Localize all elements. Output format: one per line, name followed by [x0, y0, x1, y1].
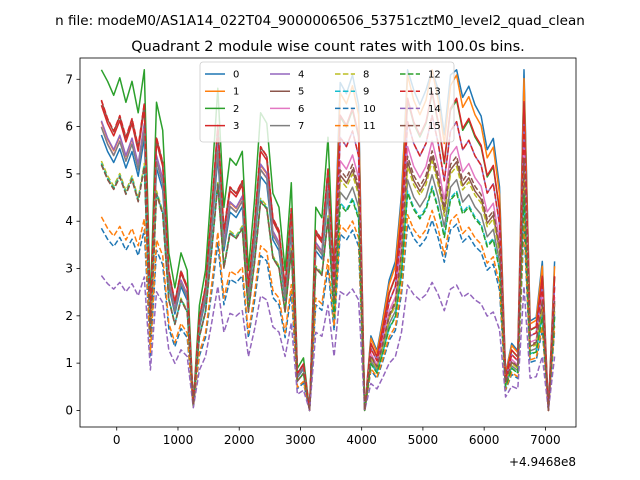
legend-label-4: 4 — [298, 70, 304, 81]
chart-title: Quadrant 2 module wise count rates with … — [131, 39, 525, 55]
y-tick-label: 6 — [65, 120, 73, 134]
plot-frame — [79, 57, 577, 428]
y-tick-label: 4 — [65, 214, 73, 228]
legend-label-8: 8 — [363, 70, 369, 81]
y-tick-label: 3 — [65, 262, 73, 276]
legend-label-6: 6 — [298, 104, 304, 115]
x-tick-label: 3000 — [285, 433, 316, 447]
x-tick-label: 4000 — [346, 433, 377, 447]
legend-label-12: 12 — [428, 70, 441, 81]
y-tick-label: 5 — [65, 167, 73, 181]
y-tick-label: 7 — [65, 72, 73, 86]
legend-label-10: 10 — [363, 104, 376, 115]
legend-label-2: 2 — [233, 104, 239, 115]
y-tick-label: 2 — [65, 309, 73, 323]
series-line-7 — [100, 127, 556, 412]
legend-label-11: 11 — [363, 121, 376, 132]
x-tick-label: 1000 — [163, 433, 194, 447]
legend-label-3: 3 — [233, 121, 239, 132]
legend-label-7: 7 — [298, 121, 304, 132]
series-line-10 — [100, 219, 556, 412]
figure-suptitle: n file: modeM0/AS1A14_022T04_9000006506_… — [55, 13, 585, 29]
legend-box — [199, 61, 455, 143]
y-tick-label: 1 — [65, 356, 73, 370]
series-line-14 — [100, 275, 556, 412]
legend-label-15: 15 — [428, 121, 441, 132]
x-tick-label: 2000 — [224, 433, 255, 447]
legend-label-5: 5 — [298, 87, 304, 98]
legend-label-9: 9 — [363, 87, 369, 98]
x-tick-label: 5000 — [408, 433, 439, 447]
legend-label-0: 0 — [233, 70, 239, 81]
legend-label-1: 1 — [233, 87, 239, 98]
x-offset-label: +4.9468e8 — [509, 455, 576, 469]
series-line-15 — [100, 150, 556, 412]
legend-label-13: 13 — [428, 87, 441, 98]
y-tick-label: 0 — [65, 403, 73, 417]
legend-label-14: 14 — [428, 104, 441, 115]
x-tick-label: 6000 — [469, 433, 500, 447]
series-line-11 — [100, 209, 556, 412]
x-tick-label: 0 — [113, 433, 121, 447]
series-line-13 — [100, 99, 556, 412]
x-tick-label: 7000 — [530, 433, 561, 447]
